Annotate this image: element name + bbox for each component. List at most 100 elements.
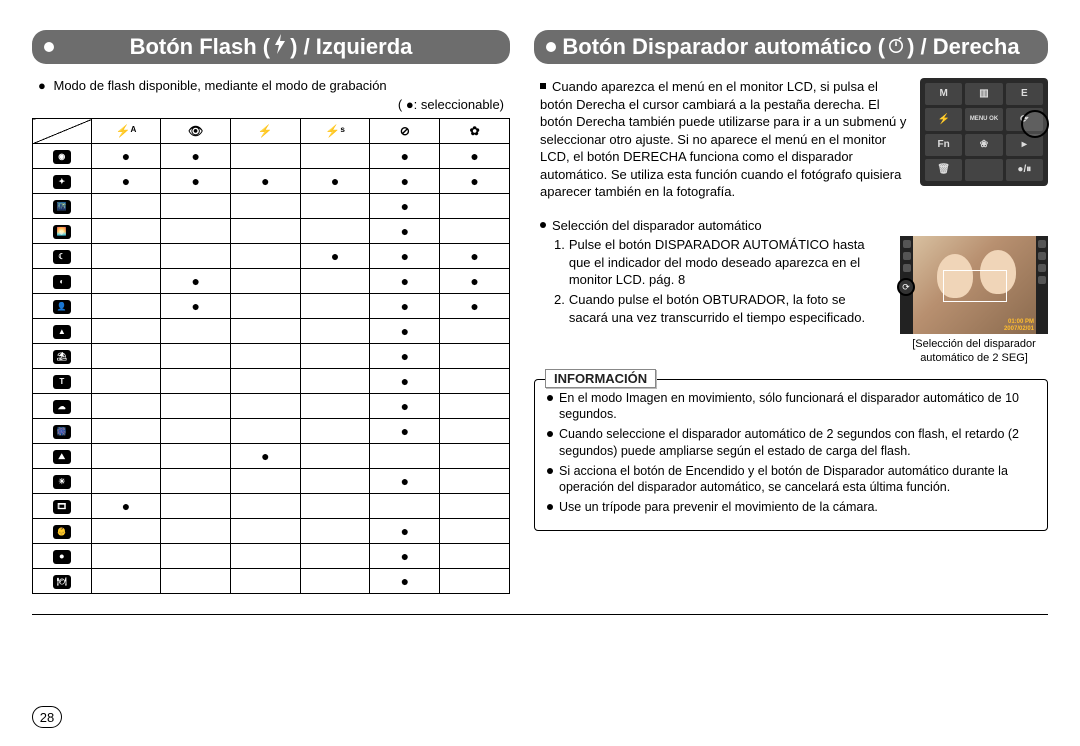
cell bbox=[161, 444, 231, 469]
table-row: 🎞● bbox=[33, 494, 510, 519]
lcd-right-strip bbox=[1036, 236, 1048, 334]
cell: ● bbox=[161, 169, 231, 194]
cell bbox=[231, 419, 301, 444]
left-title-suffix: ) / Izquierda bbox=[290, 34, 412, 60]
cell bbox=[161, 419, 231, 444]
cell: ● bbox=[370, 519, 440, 544]
cell bbox=[91, 394, 161, 419]
cell bbox=[300, 369, 370, 394]
cell bbox=[91, 269, 161, 294]
cell bbox=[440, 469, 510, 494]
key: ●/⏸ bbox=[1006, 159, 1043, 181]
table-row: ☾●●● bbox=[33, 244, 510, 269]
cell bbox=[440, 319, 510, 344]
cell: ● bbox=[370, 369, 440, 394]
cell bbox=[161, 219, 231, 244]
row-mode-icon: 👶 bbox=[33, 519, 92, 544]
flash-table: ⚡ᴬ 👁 ⚡ ⚡ˢ ⊘ ✿ ◉●●●●✦●●●●●●🌃●🌅●☾●●●◐●●●👤●… bbox=[32, 118, 510, 594]
keypad-illustration: M ▥ E ⚡ MENU OK ⟳ Fn ❀ ▸ 🗑 ●/⏸ bbox=[920, 78, 1048, 186]
cell bbox=[300, 344, 370, 369]
bullet-icon: ● bbox=[38, 78, 46, 93]
cell bbox=[161, 194, 231, 219]
info-item: En el modo Imagen en movimiento, sólo fu… bbox=[547, 390, 1035, 423]
row-mode-icon: ⛱ bbox=[33, 344, 92, 369]
table-row: ⛱● bbox=[33, 344, 510, 369]
cell: ● bbox=[370, 344, 440, 369]
cell bbox=[440, 494, 510, 519]
row-mode-icon: ☁ bbox=[33, 394, 92, 419]
square-bullet-icon bbox=[540, 83, 546, 89]
table-row: ✦●●●●●● bbox=[33, 169, 510, 194]
cell bbox=[91, 469, 161, 494]
key: 🗑 bbox=[925, 159, 962, 181]
table-row: ☁● bbox=[33, 394, 510, 419]
table-row: ◐●●● bbox=[33, 269, 510, 294]
key: ❀ bbox=[965, 134, 1002, 156]
cell: ● bbox=[370, 394, 440, 419]
cell bbox=[440, 569, 510, 594]
cell bbox=[161, 544, 231, 569]
round-bullet-icon bbox=[547, 468, 553, 474]
table-row: ☀● bbox=[33, 469, 510, 494]
cell bbox=[300, 294, 370, 319]
cell bbox=[91, 344, 161, 369]
left-title-prefix: Botón Flash ( bbox=[130, 34, 271, 60]
table-row: ⏺● bbox=[33, 544, 510, 569]
cell: ● bbox=[440, 144, 510, 169]
cell: ● bbox=[370, 294, 440, 319]
cell bbox=[91, 444, 161, 469]
sel-heading: Selección del disparador automático bbox=[552, 217, 762, 235]
cell bbox=[300, 494, 370, 519]
col-hdr: ✿ bbox=[440, 119, 510, 144]
lcd-time: 01:00 PM2007/02/01 bbox=[1004, 319, 1034, 332]
cell: ● bbox=[91, 144, 161, 169]
cell bbox=[300, 219, 370, 244]
key: MENU OK bbox=[965, 108, 1002, 130]
cell bbox=[440, 544, 510, 569]
cell bbox=[440, 194, 510, 219]
cell bbox=[161, 244, 231, 269]
cell bbox=[91, 194, 161, 219]
key: M bbox=[925, 83, 962, 105]
cell bbox=[161, 394, 231, 419]
cell bbox=[231, 294, 301, 319]
cell bbox=[231, 519, 301, 544]
cell bbox=[440, 219, 510, 244]
key: E bbox=[1006, 83, 1043, 105]
cell: ● bbox=[91, 494, 161, 519]
cell bbox=[161, 344, 231, 369]
col-hdr: ⚡ᴬ bbox=[91, 119, 161, 144]
cell bbox=[161, 469, 231, 494]
cell bbox=[231, 494, 301, 519]
cell bbox=[91, 519, 161, 544]
cell: ● bbox=[300, 169, 370, 194]
cell bbox=[231, 369, 301, 394]
row-mode-icon: 🎆 bbox=[33, 419, 92, 444]
round-bullet-icon bbox=[540, 222, 546, 228]
col-hdr: ⚡ˢ bbox=[300, 119, 370, 144]
cell: ● bbox=[300, 244, 370, 269]
row-mode-icon: ✦ bbox=[33, 169, 92, 194]
cell bbox=[300, 469, 370, 494]
key: ⚡ bbox=[925, 108, 962, 130]
row-mode-icon: ☾ bbox=[33, 244, 92, 269]
table-header-row: ⚡ᴬ 👁 ⚡ ⚡ˢ ⊘ ✿ bbox=[33, 119, 510, 144]
legend: ( ●: seleccionable) bbox=[32, 97, 504, 112]
row-mode-icon: ⏺ bbox=[33, 544, 92, 569]
lcd-caption: [Selección del disparadorautomático de 2… bbox=[900, 338, 1048, 364]
info-item: Cuando seleccione el disparador automáti… bbox=[547, 426, 1035, 459]
cell: ● bbox=[161, 269, 231, 294]
cell: ● bbox=[370, 419, 440, 444]
cell: ● bbox=[370, 544, 440, 569]
cell: ● bbox=[370, 319, 440, 344]
cell: ● bbox=[91, 169, 161, 194]
cell bbox=[91, 319, 161, 344]
col-hdr: ⊘ bbox=[370, 119, 440, 144]
timer-icon bbox=[887, 34, 905, 60]
cell: ● bbox=[440, 269, 510, 294]
row-mode-icon: 🌃 bbox=[33, 194, 92, 219]
cell: ● bbox=[370, 219, 440, 244]
row-mode-icon: ◉ bbox=[33, 144, 92, 169]
key: Fn bbox=[925, 134, 962, 156]
cell: ● bbox=[440, 169, 510, 194]
